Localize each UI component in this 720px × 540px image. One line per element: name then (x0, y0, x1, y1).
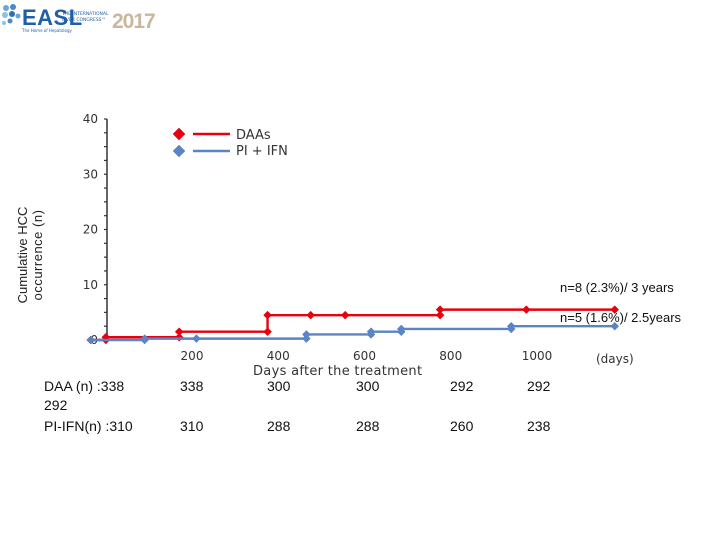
y-axis-title-line1: Cumulative HCC (15, 206, 30, 304)
risk-row-daa-value: 292 (450, 378, 474, 394)
data-point-pi-ifn (192, 334, 201, 343)
legend-label-daas: DAAs (236, 128, 271, 143)
y-axis-title-line2: occurrence (n) (30, 209, 45, 301)
x-tick-label: 200 (181, 349, 204, 363)
risk-row-pi-ifn-value: 260 (450, 418, 474, 434)
annotation-pi-ifn: n=5 (1.6%)/ 2.5years (560, 310, 682, 325)
x-axis-unit: (days) (596, 352, 634, 366)
annotation-daas: n=8 (2.3%)/ 3 years (560, 280, 674, 295)
easl-logo: EASL The Home of Hepatology THE INTERNAT… (0, 0, 160, 40)
risk-row-daa-label: DAA (n) :338 (44, 378, 125, 394)
logo-year: 2017 (112, 10, 156, 33)
x-tick-label: 400 (267, 349, 290, 363)
y-tick-label: 40 (83, 112, 98, 126)
data-point-daas (263, 310, 272, 320)
risk-row-daa-value: 300 (267, 378, 291, 394)
logo-brand: EASL (22, 5, 83, 30)
data-point-daas (340, 310, 350, 320)
risk-row-pi-ifn-value: 238 (527, 418, 551, 434)
x-tick-label: 800 (439, 349, 462, 363)
y-tick-label: 20 (83, 223, 98, 237)
logo-event: THE INTERNATIONAL LIVER CONGRESS™ (62, 12, 108, 24)
y-axis-title: Cumulative HCC occurrence (n) (15, 207, 45, 304)
risk-row-pi-ifn-label: PI-IFN(n) :310 (44, 418, 133, 434)
data-point-pi-ifn (366, 327, 376, 337)
data-point-daas (435, 310, 445, 320)
logo-event-line2: LIVER CONGRESS™ (62, 18, 107, 23)
x-tick-label: 600 (353, 349, 376, 363)
risk-row-pi-ifn-value: 288 (356, 418, 380, 434)
risk-row-daa-value: 292 (527, 378, 551, 394)
data-point-daas (306, 310, 316, 320)
data-point-pi-ifn (86, 335, 96, 345)
data-point-pi-ifn (140, 334, 150, 343)
risk-row-daa-value: 300 (356, 378, 380, 394)
logo-subtitle: The Home of Hepatology (22, 28, 72, 33)
risk-row-pi-ifn-value: 310 (180, 418, 204, 434)
data-point-daas (610, 305, 620, 314)
data-point-daas (435, 305, 445, 314)
y-tick-label: 10 (83, 278, 98, 292)
x-axis-title: Days after the treatment (253, 364, 423, 379)
risk-row-pi-ifn-value: 288 (267, 418, 291, 434)
data-point-daas (174, 327, 184, 337)
risk-row-daa-label-wrap: 292 (44, 397, 68, 413)
series-line-pi-ifn (90, 324, 615, 342)
data-point-pi-ifn (506, 321, 516, 331)
data-point-pi-ifn (610, 321, 620, 331)
data-point-pi-ifn (396, 324, 406, 334)
data-point-daas (521, 305, 531, 314)
logo-event-line1: THE INTERNATIONAL (62, 12, 109, 17)
logo-dots-icon (2, 4, 21, 25)
x-tick-label: 1000 (522, 349, 553, 363)
data-point-pi-ifn (302, 330, 311, 339)
data-point-daas (263, 327, 272, 337)
legend-label-pi-ifn: PI + IFN (236, 144, 288, 159)
legend-marker-pi-ifn (172, 144, 186, 158)
y-tick-label: 30 (83, 167, 98, 181)
risk-row-daa-value: 338 (180, 378, 204, 394)
legend-marker-daas (172, 127, 186, 141)
